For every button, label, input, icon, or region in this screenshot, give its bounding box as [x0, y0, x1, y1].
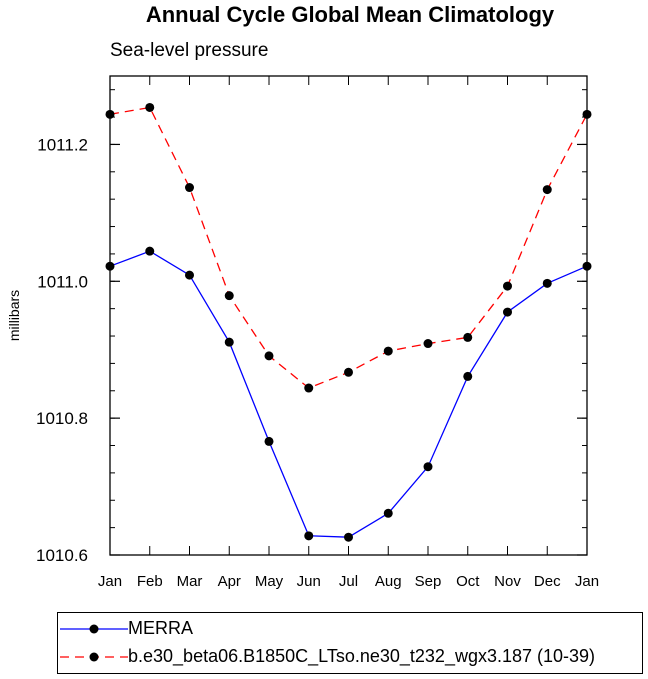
data-point-0: [542, 278, 552, 288]
x-tick-label: Sep: [415, 573, 442, 590]
data-point-0: [383, 508, 393, 518]
series-line-1: [109, 106, 588, 389]
x-tick-label: May: [255, 573, 284, 590]
y-tick-label: 1010.6: [36, 546, 88, 565]
legend-item-model: b.e30_beta06.B1850C_LTso.ne30_t232_wgx3.…: [58, 643, 642, 671]
data-point-0: [224, 337, 234, 347]
data-point-1: [582, 109, 592, 119]
legend-item-merra: MERRA: [58, 615, 642, 643]
data-point-1: [542, 185, 552, 195]
data-point-1: [224, 291, 234, 301]
data-point-1: [304, 383, 314, 393]
data-point-0: [463, 371, 473, 381]
data-point-1: [344, 367, 353, 377]
y-tick-label: 1011.0: [37, 272, 88, 291]
data-point-1: [264, 351, 274, 361]
x-tick-label: Apr: [218, 573, 241, 590]
legend-label-merra: MERRA: [128, 618, 194, 638]
legend-sample-merra: [60, 624, 128, 634]
x-tick-label: Aug: [375, 573, 402, 590]
legend: MERRA b.e30_beta06.B1850C_LTso.ne30_t232…: [57, 612, 643, 674]
y-axis-label: millibars: [6, 290, 22, 341]
y-tick-label: 1011.2: [37, 135, 88, 154]
data-point-0: [344, 532, 353, 542]
data-point-1: [383, 346, 393, 356]
x-tick-label: Dec: [534, 573, 561, 590]
data-point-0: [423, 462, 433, 472]
x-tick-label: Nov: [494, 573, 521, 590]
x-tick-label: Oct: [456, 573, 480, 590]
x-tick-label: Mar: [177, 573, 203, 590]
chart-subtitle: Sea-level pressure: [110, 40, 269, 61]
data-point-0: [582, 261, 592, 271]
plot-frame: [109, 75, 588, 556]
data-point-1: [463, 332, 473, 342]
x-tick-label: Jan: [575, 573, 599, 590]
x-tick-label: Feb: [137, 573, 163, 590]
data-point-1: [145, 102, 155, 112]
y-tick-label: 1010.8: [36, 409, 88, 428]
line-chart: Jan Feb Mar Apr May Jun Jul Aug Sep Oct Nov Dec Jan 1…: [6, 75, 599, 590]
data-point-1: [185, 183, 194, 193]
x-tick-label: Jun: [297, 573, 321, 590]
data-point-0: [185, 270, 194, 280]
data-point-1: [423, 339, 433, 349]
data-point-0: [304, 531, 314, 541]
data-point-0: [105, 261, 115, 271]
legend-label-model: b.e30_beta06.B1850C_LTso.ne30_t232_wgx3.…: [128, 646, 596, 666]
data-point-1: [105, 109, 115, 119]
data-point-0: [145, 246, 155, 256]
chart-title: Annual Cycle Global Mean Climatology: [145, 2, 555, 27]
data-point-1: [503, 281, 512, 291]
series-line-0: [109, 250, 588, 538]
data-point-0: [503, 307, 512, 317]
x-tick-label: Jul: [339, 573, 358, 590]
legend-sample-model: [60, 652, 128, 662]
x-tick-label: Jan: [98, 573, 122, 590]
data-point-0: [264, 436, 274, 446]
